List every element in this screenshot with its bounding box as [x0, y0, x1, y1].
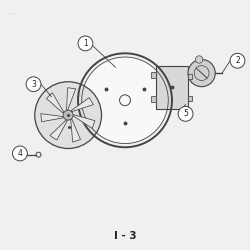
Circle shape [82, 57, 168, 144]
Bar [188, 74, 192, 79]
Polygon shape [66, 88, 76, 110]
Bar [188, 96, 192, 100]
Circle shape [35, 82, 102, 148]
Circle shape [178, 106, 193, 121]
Polygon shape [41, 114, 64, 122]
Polygon shape [71, 119, 81, 142]
Circle shape [26, 77, 41, 92]
Text: 1: 1 [83, 39, 88, 48]
Text: I - 3: I - 3 [114, 231, 136, 241]
Text: 5: 5 [183, 110, 188, 118]
Circle shape [196, 56, 203, 63]
Text: 4: 4 [18, 149, 22, 158]
Polygon shape [71, 98, 94, 112]
Polygon shape [74, 115, 95, 128]
Bar [156, 66, 188, 109]
Polygon shape [46, 93, 64, 113]
Circle shape [78, 36, 93, 51]
Text: 3: 3 [31, 80, 36, 89]
Circle shape [230, 53, 245, 68]
Circle shape [63, 110, 73, 120]
Polygon shape [50, 120, 67, 140]
Text: 2: 2 [235, 56, 240, 65]
Bar [152, 96, 156, 102]
Text: - -: - - [9, 11, 14, 16]
Bar [152, 72, 156, 78]
Circle shape [12, 146, 27, 161]
Circle shape [188, 60, 215, 87]
